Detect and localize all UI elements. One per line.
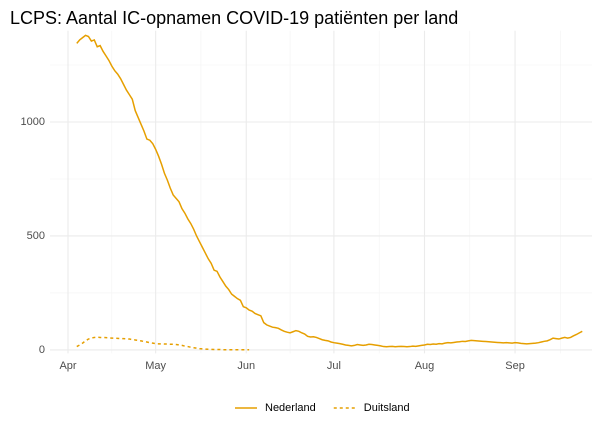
x-tick-label: Apr bbox=[59, 360, 76, 372]
x-tick-label: Jun bbox=[237, 360, 255, 372]
x-tick-label: May bbox=[145, 360, 166, 372]
legend-label: Nederland bbox=[265, 402, 316, 414]
chart-title: LCPS: Aantal IC-opnamen COVID-19 patiënt… bbox=[10, 8, 458, 28]
x-tick-label: Aug bbox=[415, 360, 435, 372]
x-tick-label: Sep bbox=[505, 360, 525, 372]
x-tick-label: Jul bbox=[327, 360, 341, 372]
y-tick-label: 500 bbox=[27, 230, 45, 242]
legend-label: Duitsland bbox=[364, 402, 410, 414]
y-tick-label: 0 bbox=[39, 344, 45, 356]
y-tick-label: 1000 bbox=[21, 116, 45, 128]
data-line bbox=[76, 336, 250, 351]
data-line bbox=[76, 34, 583, 348]
